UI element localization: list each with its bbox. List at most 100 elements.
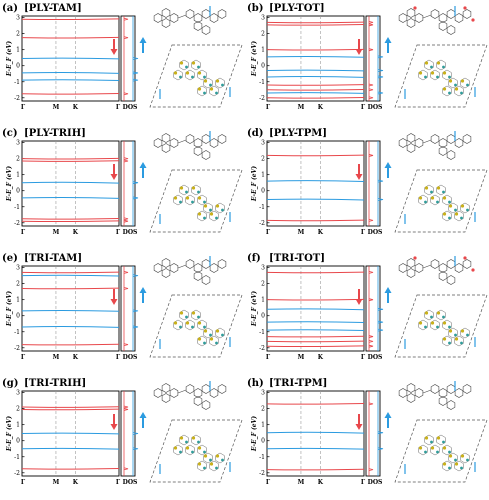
spin-down-arrow-head xyxy=(110,49,118,55)
spin-density-lobe xyxy=(215,454,220,458)
molecule-ring xyxy=(438,138,448,148)
spin-density-lobe xyxy=(197,71,202,75)
lattice-ring xyxy=(215,202,225,214)
lattice-ring xyxy=(454,210,464,222)
x-tick-label: K xyxy=(318,354,324,361)
spin-density-lobe xyxy=(424,200,427,204)
spin-density-lobe xyxy=(209,87,214,91)
spin-density-lattice xyxy=(149,294,243,358)
lattice-ring xyxy=(442,210,452,222)
spin-density-lobe xyxy=(442,65,445,69)
molecule-ring xyxy=(169,138,179,148)
lattice-ring xyxy=(185,69,195,81)
spin-down-band xyxy=(21,36,120,39)
y-tick-label: 3 xyxy=(16,390,20,397)
molecule-ring xyxy=(406,8,416,18)
spin-density-lobe xyxy=(448,216,451,220)
molecule-ring xyxy=(462,134,472,144)
spin-down-band xyxy=(21,157,120,160)
band-plot-frame xyxy=(266,140,365,227)
oxygen-atom xyxy=(471,18,475,22)
spin-density-lobe xyxy=(460,454,465,458)
dos-spin-up-peak xyxy=(132,274,139,278)
spin-density-lobe xyxy=(418,446,423,450)
unit-cell-outline xyxy=(394,419,488,483)
spin-density-lobe xyxy=(197,462,202,466)
x-tick-label: K xyxy=(73,104,79,111)
unit-cell-outline xyxy=(394,44,488,108)
spin-up-band xyxy=(266,329,365,332)
x-tick-label: K xyxy=(318,229,324,236)
molecule-ring xyxy=(217,259,227,269)
x-tick-label: M xyxy=(298,229,305,236)
lattice-ring xyxy=(179,434,189,446)
dos-spin-up-peak xyxy=(132,196,139,200)
dos-spin-down-peak xyxy=(123,92,129,96)
spin-density-lobe xyxy=(197,315,200,319)
molecule-ring xyxy=(201,275,211,285)
spin-density-lobe xyxy=(197,212,202,216)
y-tick-label: 0 xyxy=(16,438,20,445)
molecule-ring xyxy=(185,384,195,394)
spin-density-lobe xyxy=(430,71,435,75)
dos-spin-up-peak xyxy=(377,307,384,311)
panel-title: [PLY-TAM] xyxy=(24,3,82,14)
y-tick-label: 3 xyxy=(261,265,265,272)
spin-density-lobe xyxy=(203,341,206,345)
lattice-ring xyxy=(173,194,183,206)
spin-density-lobe xyxy=(448,200,451,204)
molecule-ring xyxy=(430,259,440,269)
molecule-ring xyxy=(414,388,424,398)
spin-density-lobe xyxy=(221,208,224,212)
dos-spin-down-peak xyxy=(368,154,374,157)
molecule-ring xyxy=(161,393,171,403)
spin-density-lobe xyxy=(436,75,439,79)
spin-density-lobe xyxy=(442,462,447,466)
lattice-ring xyxy=(191,59,201,71)
lattice-ring xyxy=(173,319,183,331)
lattice-ring xyxy=(430,319,440,331)
y-axis-label: E-E_F (eV) xyxy=(6,166,13,202)
spin-down-arrow-head xyxy=(110,299,118,305)
spin-up-band xyxy=(266,198,365,201)
dos-traces xyxy=(368,391,384,476)
lattice-ring xyxy=(197,85,207,97)
spin-density-lobe xyxy=(454,337,459,341)
x-tick-label: Γ xyxy=(21,479,26,486)
x-tick-label: M xyxy=(53,229,60,236)
spin-density-lobe xyxy=(191,450,194,454)
y-tick-label: -1 xyxy=(259,329,265,336)
molecule-ring xyxy=(161,383,171,393)
spin-density-lobe xyxy=(424,311,429,315)
lattice-ring xyxy=(191,184,201,196)
dos-spin-down-peak xyxy=(123,217,129,221)
x-tick-label: Γ xyxy=(266,479,271,486)
dos-spin-down-peak xyxy=(368,402,374,406)
y-tick-label: -2 xyxy=(14,470,20,477)
lattice-ring xyxy=(448,77,458,89)
spin-density-lobe xyxy=(460,204,465,208)
molecule-ring xyxy=(414,138,424,148)
dos-traces xyxy=(123,266,139,351)
y-axis-label: E-E_F (eV) xyxy=(251,291,258,327)
spin-up-band xyxy=(21,447,120,450)
molecule-ring xyxy=(446,275,456,285)
unit-cell-outline xyxy=(394,294,488,358)
dos-label: DOS xyxy=(368,104,383,111)
dos-spin-down-peak xyxy=(123,36,129,40)
y-tick-label: 2 xyxy=(16,281,20,288)
spin-density-lobe xyxy=(215,329,220,333)
spin-down-band xyxy=(266,21,365,24)
lattice-ring xyxy=(179,184,189,196)
lattice-ring xyxy=(442,69,452,81)
spin-up-band xyxy=(21,79,120,82)
spin-density-lobe xyxy=(179,325,182,329)
spin-density-lobe xyxy=(203,325,206,329)
spin-up-band xyxy=(21,309,120,312)
dos-spin-down-peak xyxy=(123,343,129,346)
spin-down-band xyxy=(21,287,120,290)
spin-down-band xyxy=(266,298,365,301)
spin-density-lobe xyxy=(191,61,196,65)
